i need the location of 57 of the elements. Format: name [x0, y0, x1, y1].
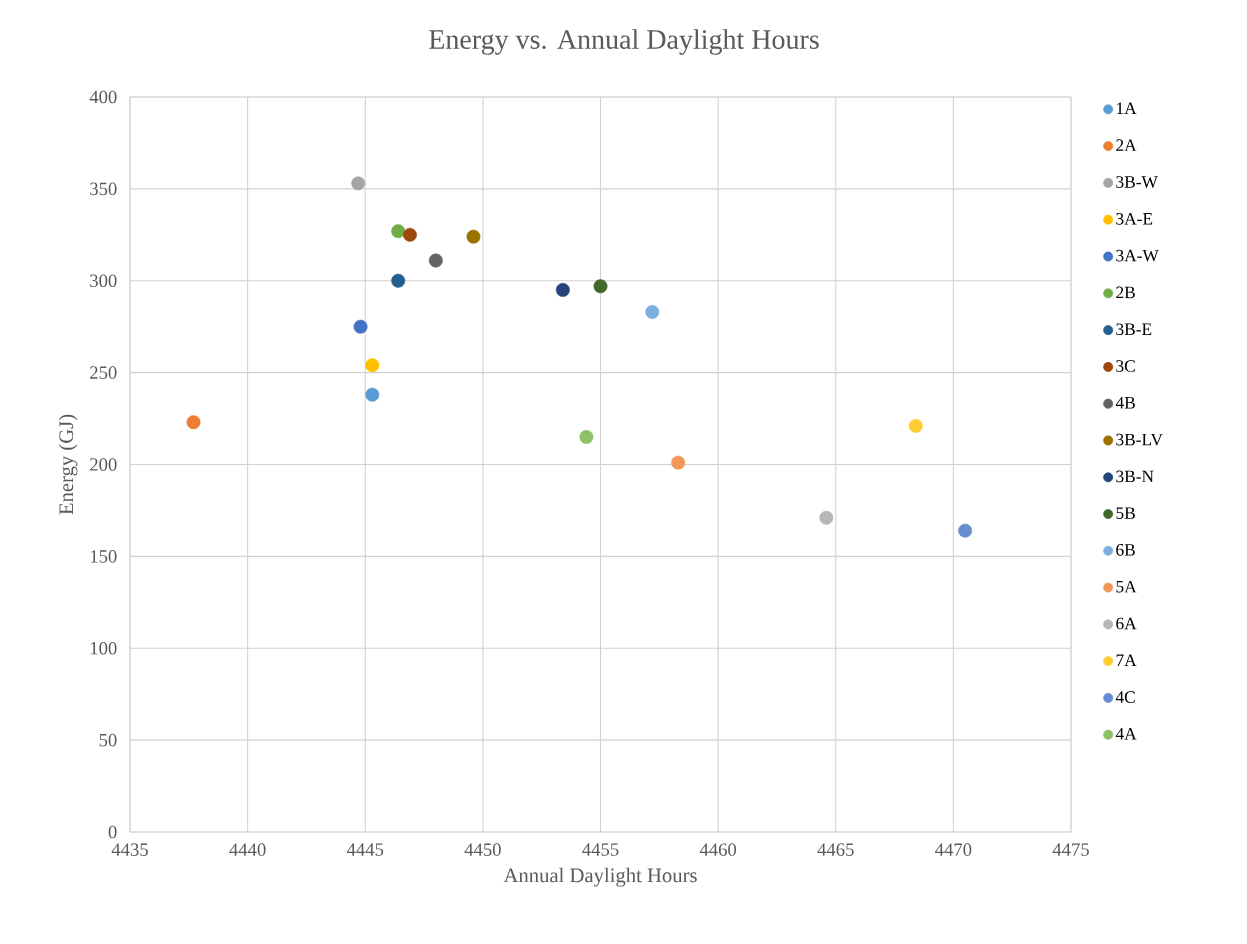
point — [819, 510, 834, 525]
legend-label: 5B — [1116, 507, 1135, 519]
legend-label: 2A — [1116, 139, 1137, 151]
x-tick-label: 4455 — [582, 843, 619, 856]
legend-label: 7A — [1116, 654, 1137, 666]
point — [466, 229, 481, 244]
point — [671, 455, 686, 470]
x-tick-label: 4445 — [346, 843, 384, 856]
x-axis-title: Annual Daylight Hours — [503, 867, 697, 887]
point — [365, 387, 380, 402]
x-tick-label: 4475 — [1052, 843, 1089, 856]
y-axis-title: Energy (GJ) — [58, 414, 78, 515]
legend-label: 4A — [1115, 728, 1137, 740]
legend-label: 6B — [1116, 544, 1135, 556]
legend-label: 6A — [1116, 617, 1137, 630]
y-tick-label: 250 — [90, 366, 117, 379]
point — [555, 282, 570, 297]
point — [645, 305, 660, 319]
legend-label: 3B-N — [1116, 470, 1154, 483]
legend-label: 3B-W — [1116, 176, 1158, 188]
point — [579, 429, 594, 444]
point — [365, 358, 380, 373]
y-tick-label: 300 — [90, 274, 117, 288]
point — [593, 279, 608, 294]
y-tick-label: 50 — [99, 733, 117, 747]
legend-label: 4C — [1115, 691, 1135, 703]
x-tick-label: 4440 — [229, 843, 266, 856]
legend-label: 1A — [1117, 102, 1137, 115]
x-tick-label: 4465 — [817, 843, 854, 856]
legend-label: 4B — [1115, 397, 1135, 409]
legend-label: 2B — [1116, 286, 1135, 299]
y-tick-label: 150 — [90, 550, 117, 563]
legend-label: 3A-W — [1116, 249, 1159, 262]
x-tick-label: 4435 — [111, 843, 148, 856]
point — [353, 319, 368, 334]
point — [908, 418, 923, 433]
point — [428, 253, 443, 268]
y-tick-label: 200 — [90, 458, 117, 471]
legend-label: 3B-E — [1116, 323, 1152, 336]
point — [958, 523, 973, 538]
x-tick-label: 4470 — [935, 843, 972, 856]
chart-title: Energy vs. Annual Daylight Hours — [429, 29, 819, 55]
legend-label: 5A — [1116, 580, 1137, 593]
point — [403, 227, 417, 242]
y-tick-label: 100 — [90, 641, 117, 655]
legend-label: 3B-LV — [1116, 433, 1163, 446]
y-tick-label: 350 — [90, 182, 117, 196]
y-tick-label: 0 — [108, 825, 117, 839]
point — [391, 273, 406, 288]
x-tick-label: 4460 — [699, 843, 737, 856]
y-tick-label: 400 — [89, 90, 117, 104]
point — [391, 224, 406, 239]
legend-label: 3C — [1116, 360, 1135, 372]
legend-label: 3A-E — [1116, 212, 1153, 225]
x-tick-label: 4450 — [464, 843, 501, 856]
point — [351, 176, 366, 191]
point — [186, 415, 201, 430]
